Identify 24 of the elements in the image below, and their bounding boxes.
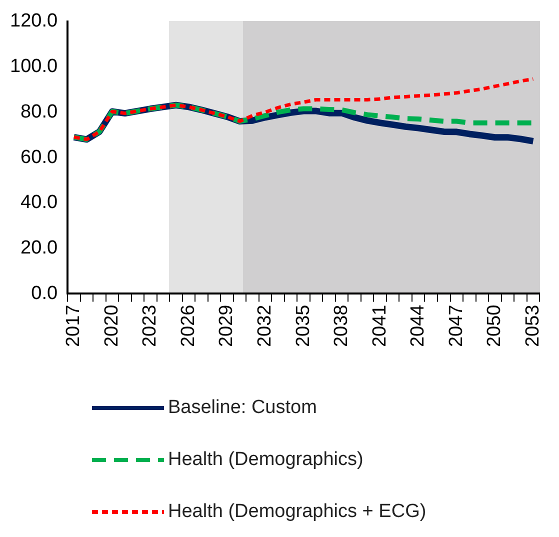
y-tick-label: 0.0 [31,282,58,304]
x-tick-label: 2041 [369,304,390,348]
y-tick-label: 20.0 [20,238,58,259]
x-tick-label: 2053 [522,304,544,348]
y-tick-label: 80.0 [20,101,58,122]
x-tick-label: 2038 [331,304,352,348]
y-tick-label: 40.0 [20,192,58,214]
x-tick-label: 2044 [408,304,429,348]
x-tick-label: 2035 [292,304,314,348]
x-tick-label: 2020 [101,304,122,348]
x-tick-label: 2029 [216,304,238,348]
x-tick-label: 2026 [178,304,199,348]
x-tick-label: 2023 [140,304,161,348]
legend-label: Health (Demographics) [168,449,364,471]
legend-label: Health (Demographics + ECG) [168,501,426,523]
y-tick-label: 60.0 [20,146,58,168]
y-tick-label: 120.0 [10,10,58,32]
line-series [72,77,535,142]
x-tick-label: 2050 [484,304,506,348]
legend-label: Baseline: Custom [168,397,317,419]
y-tick-label: 100.0 [10,56,58,78]
x-tick-label: 2032 [254,304,276,348]
x-tick-label: 2047 [446,304,467,348]
x-tick-label: 2017 [63,304,84,348]
